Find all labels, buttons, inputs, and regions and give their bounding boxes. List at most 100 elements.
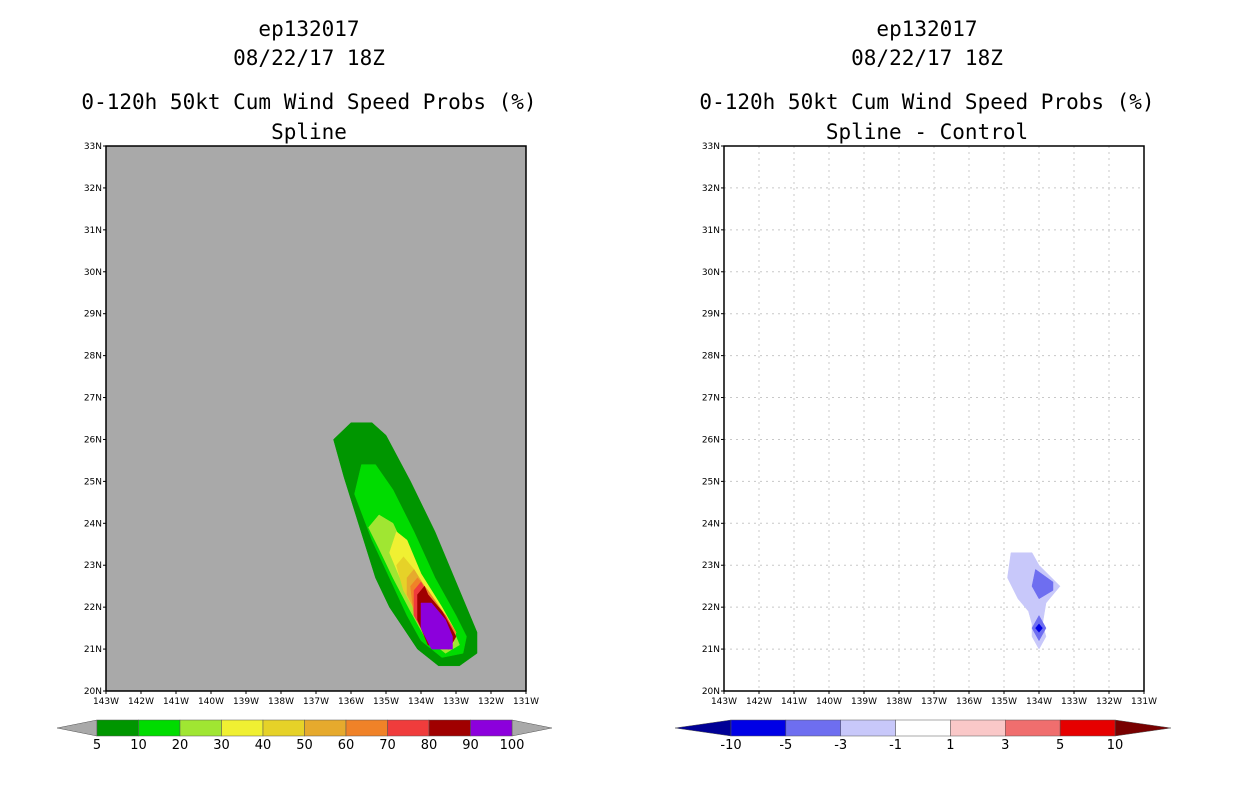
- colorbar-label: 90: [462, 738, 479, 753]
- y-tick-label: 21N: [702, 645, 720, 655]
- y-tick-label: 33N: [84, 142, 102, 152]
- x-tick-label: 137W: [303, 697, 329, 707]
- y-tick-label: 33N: [702, 142, 720, 152]
- x-tick-label: 131W: [513, 697, 539, 707]
- left-map-panel: 143W 142W 141W 140W 139W 138W 137W 136W 135W 134W…: [84, 142, 539, 707]
- x-tick-label: 131W: [1131, 697, 1157, 707]
- y-tick-label: 31N: [84, 226, 102, 236]
- x-tick-label: 133W: [443, 697, 469, 707]
- colorbar-label: 50: [296, 738, 313, 753]
- y-tick-label: 31N: [702, 226, 720, 236]
- colorbar-swatch: [221, 719, 264, 737]
- x-tick-label: 132W: [1096, 697, 1122, 707]
- y-tick-label: 32N: [84, 184, 102, 194]
- y-tick-label: 27N: [84, 394, 102, 404]
- x-tick-label: 142W: [746, 697, 772, 707]
- colorbar-label: 80: [421, 738, 438, 753]
- colorbar-swatch: [179, 719, 222, 737]
- contour-level-90: [420, 602, 453, 650]
- colorbar-high-arrow: [511, 719, 553, 737]
- y-tick-label: 32N: [702, 184, 720, 194]
- colorbar-label: 5: [1056, 738, 1064, 753]
- x-tick-label: 136W: [956, 697, 982, 707]
- colorbar-high-arrow: [1114, 719, 1172, 737]
- x-tick-label: 143W: [93, 697, 119, 707]
- x-tick-label: 139W: [851, 697, 877, 707]
- colorbar-swatch: [895, 719, 951, 737]
- x-tick-label: 132W: [478, 697, 504, 707]
- colorbar-swatch: [470, 719, 513, 737]
- colorbar-label: 1: [946, 738, 954, 753]
- left-title-date: 08/22/17 18Z: [233, 46, 385, 70]
- left-title-method: Spline: [271, 120, 347, 144]
- x-tick-label: 140W: [816, 697, 842, 707]
- y-tick-label: 29N: [702, 310, 720, 320]
- colorbar-swatch: [785, 719, 841, 737]
- colorbar-low-arrow: [56, 719, 98, 737]
- x-tick-label: 136W: [338, 697, 364, 707]
- y-tick-label: 23N: [702, 561, 720, 571]
- x-tick-label: 139W: [233, 697, 259, 707]
- x-tick-label: 141W: [781, 697, 807, 707]
- y-tick-label: 22N: [702, 603, 720, 613]
- x-tick-label: 134W: [408, 697, 434, 707]
- colorbar-swatch: [262, 719, 305, 737]
- right-map-panel: 143W 142W 141W 140W 139W 138W 137W 136W 135W 134W…: [702, 142, 1157, 707]
- contour-level-neg3: [1031, 568, 1054, 600]
- x-tick-label: 143W: [711, 697, 737, 707]
- colorbar-swatch: [138, 719, 181, 737]
- colorbar-label: 100: [500, 738, 525, 753]
- x-tick-label: 138W: [268, 697, 294, 707]
- colorbar-label: 30: [213, 738, 230, 753]
- colorbar-label: 5: [93, 738, 101, 753]
- colorbar-label: 10: [130, 738, 147, 753]
- x-tick-label: 135W: [991, 697, 1017, 707]
- colorbar-swatch: [1005, 719, 1061, 737]
- colorbar-label: 60: [338, 738, 355, 753]
- x-tick-label: 141W: [163, 697, 189, 707]
- colorbar-swatch: [840, 719, 896, 737]
- colorbar-label: 10: [1107, 738, 1124, 753]
- right-title-method: Spline - Control: [826, 120, 1028, 144]
- colorbar-swatch: [428, 719, 471, 737]
- colorbar-label: -1: [889, 738, 902, 753]
- left-title-storm: ep132017: [258, 17, 359, 41]
- colorbar-label: 40: [255, 738, 272, 753]
- y-tick-label: 20N: [702, 687, 720, 697]
- x-tick-label: 138W: [886, 697, 912, 707]
- colorbar-swatch: [730, 719, 787, 737]
- colorbar-swatch: [304, 719, 347, 737]
- y-tick-label: 25N: [702, 477, 720, 487]
- left-title-product: 0-120h 50kt Cum Wind Speed Probs (%): [81, 90, 536, 114]
- y-tick-label: 26N: [84, 435, 102, 445]
- right-title-date: 08/22/17 18Z: [851, 46, 1003, 70]
- y-tick-label: 24N: [702, 519, 720, 529]
- colorbar-low-arrow: [674, 719, 732, 737]
- colorbar-swatch: [387, 719, 430, 737]
- y-tick-label: 24N: [84, 519, 102, 529]
- y-tick-label: 25N: [84, 477, 102, 487]
- y-tick-label: 21N: [84, 645, 102, 655]
- x-tick-label: 142W: [128, 697, 154, 707]
- contour-level-neg5: [1035, 623, 1043, 633]
- x-tick-label: 135W: [373, 697, 399, 707]
- y-tick-label: 20N: [84, 687, 102, 697]
- colorbar-label: 20: [172, 738, 189, 753]
- y-tick-label: 26N: [702, 435, 720, 445]
- y-tick-label: 30N: [84, 268, 102, 278]
- y-tick-label: 27N: [702, 394, 720, 404]
- colorbar-label: 3: [1001, 738, 1009, 753]
- colorbar-swatch: [950, 719, 1006, 737]
- right-colorbar: -10 -5 -3 -1 1 3 5 10: [674, 719, 1172, 753]
- x-tick-label: 140W: [198, 697, 224, 707]
- y-tick-label: 22N: [84, 603, 102, 613]
- y-tick-label: 29N: [84, 310, 102, 320]
- y-tick-label: 28N: [84, 352, 102, 362]
- colorbar-swatch: [96, 719, 139, 737]
- contour-level-neg1: [1007, 552, 1061, 650]
- colorbar-label: -5: [779, 738, 792, 753]
- right-title-product: 0-120h 50kt Cum Wind Speed Probs (%): [699, 90, 1154, 114]
- right-title-storm: ep132017: [876, 17, 977, 41]
- x-tick-label: 133W: [1061, 697, 1087, 707]
